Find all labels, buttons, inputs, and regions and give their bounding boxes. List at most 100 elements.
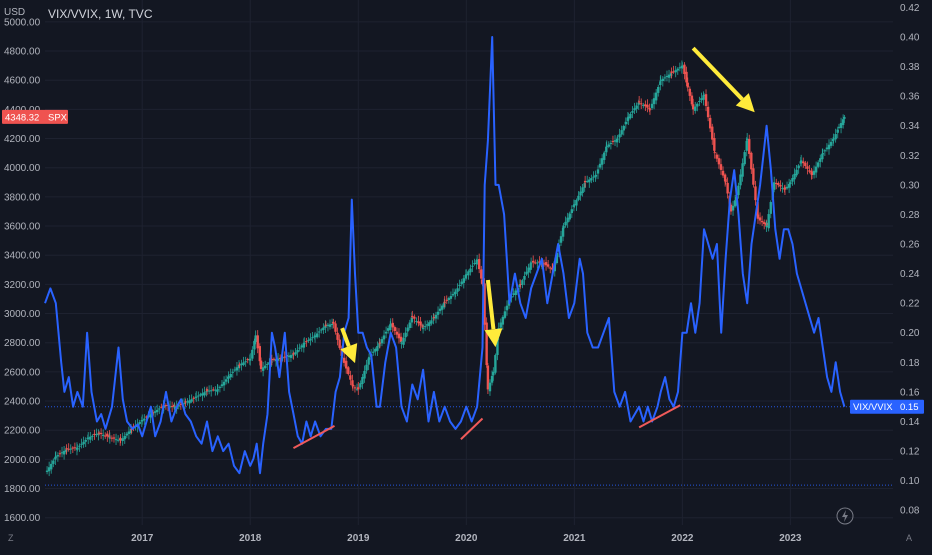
candle-body (586, 180, 589, 182)
candle-body (249, 358, 252, 361)
candle-body (706, 106, 710, 118)
left-axis-tick-label: 3200.00 (4, 280, 41, 291)
right-axis-tick-label: 0.32 (900, 151, 920, 162)
candle-body (691, 104, 695, 110)
candle-body (837, 126, 841, 128)
candle-body (374, 348, 377, 352)
candle-body (600, 158, 604, 165)
bolt-icon[interactable] (836, 507, 854, 525)
x-axis-tick-label: 2017 (131, 533, 154, 544)
candle-body (201, 393, 204, 396)
candle-body (307, 339, 310, 341)
candle-body (808, 170, 811, 172)
right-axis-tick-label: 0.22 (900, 299, 920, 310)
candle-body (650, 103, 654, 109)
right-axis-tick-label: 0.18 (900, 358, 920, 369)
trendlines (292, 404, 681, 449)
candle-body (216, 389, 220, 391)
candle-body (767, 214, 770, 229)
candle-body (389, 324, 392, 331)
candle-body (797, 165, 800, 169)
left-axis-tick-label: 2800.00 (4, 338, 41, 349)
right-axis-tick-label: 0.16 (900, 387, 920, 398)
candle-body (184, 401, 187, 403)
candle-body (559, 236, 563, 243)
candle-body (551, 267, 554, 270)
candle-body (270, 358, 274, 361)
candle-body (588, 179, 591, 183)
candle-body (411, 315, 414, 317)
candle-body (505, 305, 509, 311)
candle-body (592, 176, 595, 178)
candle-body (151, 412, 155, 414)
candle-body (177, 405, 180, 407)
left-axis-tick-label: 2400.00 (4, 397, 41, 408)
candle-body (644, 104, 647, 107)
candle-body (613, 140, 617, 142)
candle-body (287, 355, 291, 357)
candle-body (529, 263, 532, 270)
left-axis: 1600.00 1800.00 2000.00 2200.00 2400.00 2600.… (4, 17, 41, 524)
candle-body (104, 435, 107, 437)
candle-body (332, 321, 335, 324)
candle-body (737, 185, 740, 196)
candle-body (652, 98, 656, 105)
candle-body (302, 343, 306, 348)
candle-body (259, 360, 263, 369)
candle-body (110, 437, 114, 439)
candle-body (458, 284, 461, 287)
candle-body (739, 174, 742, 186)
candle-body (817, 162, 820, 167)
candle-body (700, 98, 703, 101)
candle-body (731, 205, 735, 211)
candle-body (357, 387, 360, 390)
candle-body (99, 432, 103, 434)
left-axis-tick-label: 2000.00 (4, 455, 41, 466)
candle-body (203, 392, 206, 396)
candle-body (430, 320, 433, 324)
candle-body (637, 101, 641, 103)
candle-body (777, 182, 780, 186)
candle-body (518, 284, 522, 287)
candle-body (125, 433, 129, 436)
candle-body (129, 429, 133, 433)
left-axis-tick-label: 4800.00 (4, 47, 41, 58)
candle-body (408, 322, 411, 328)
candle-body (195, 396, 198, 398)
candle-body (750, 152, 753, 170)
candle-body (663, 77, 667, 79)
candle-body (60, 452, 64, 454)
candle-body (745, 140, 748, 151)
candle-body (258, 346, 261, 362)
candle-body (65, 448, 68, 450)
candle-body (345, 360, 348, 369)
candle-body (609, 143, 613, 145)
candle-body (549, 267, 552, 269)
candle-body (355, 388, 359, 390)
candle-body (804, 162, 807, 167)
candle-body (605, 145, 608, 147)
candle-body (465, 274, 468, 276)
candle-body (300, 345, 303, 348)
candle-body (449, 295, 453, 299)
candle-body (214, 389, 217, 391)
candle-body (486, 365, 490, 390)
candle-body (799, 160, 803, 162)
x-axis-tick-label: 2018 (239, 533, 262, 544)
candle-body (823, 150, 827, 152)
candle-body (819, 158, 822, 162)
candle-body (82, 441, 85, 445)
candle-body (428, 322, 431, 327)
candle-body (729, 204, 733, 212)
candle-body (629, 113, 632, 119)
candle-body (112, 437, 116, 439)
candle-body (242, 362, 245, 365)
candle-body (406, 327, 409, 332)
candle-body (572, 205, 576, 207)
candle-body (519, 283, 522, 285)
candle-body (231, 371, 234, 373)
gridlines (45, 0, 893, 525)
arrow-shaft (485, 279, 496, 330)
